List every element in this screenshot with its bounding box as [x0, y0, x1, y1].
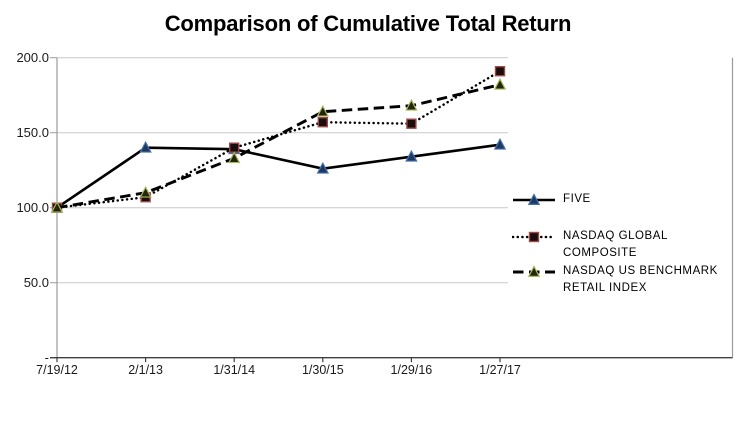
legend-sample-five-line-icon	[513, 193, 555, 205]
marker-square	[494, 65, 506, 77]
legend-label-nasdaq-global-composite: NASDAQ GLOBAL COMPOSITE	[563, 230, 668, 259]
y-tick-label: 100.0	[16, 200, 49, 215]
marker-square	[228, 142, 240, 153]
x-tick-label: 1/27/17	[479, 363, 521, 377]
legend-item-nasdaq-us-benchmark-retail: NASDAQ US BENCHMARK RETAIL INDEX	[512, 263, 735, 296]
legend-sample-nasdaq-global-composite-line-icon	[512, 231, 556, 243]
marker-triangle	[493, 77, 507, 90]
marker-square	[406, 118, 417, 129]
series-line	[56, 143, 501, 209]
legend-item-nasdaq-global-composite: NASDAQ GLOBAL COMPOSITE	[512, 228, 735, 261]
marker-triangle	[527, 265, 541, 277]
y-tick-label: 150.0	[16, 125, 49, 140]
series-line	[56, 83, 501, 210]
x-tick-label: 2/1/13	[128, 363, 163, 377]
legend: FIVE NASDAQ GLOBAL COMPOSITE NASDAQ US B…	[512, 0, 736, 435]
marker-triangle	[527, 193, 541, 205]
marker-triangle	[227, 151, 241, 164]
marker-triangle	[316, 161, 330, 174]
marker-triangle	[139, 140, 152, 153]
y-tick-label: -	[45, 350, 49, 365]
y-tick-label: 50.0	[24, 275, 49, 290]
x-tick-label: 7/19/12	[36, 363, 78, 377]
legend-label-nasdaq-us-benchmark-retail: NASDAQ US BENCHMARK RETAIL INDEX	[563, 265, 718, 294]
series-line	[55, 69, 502, 209]
marker-triangle	[50, 200, 64, 213]
x-tick-label: 1/29/16	[391, 363, 433, 377]
series-nasdaq-global-composite	[51, 65, 506, 213]
marker-triangle	[139, 185, 152, 198]
marker-triangle	[405, 149, 418, 162]
marker-triangle	[316, 104, 330, 117]
marker-triangle	[493, 137, 507, 150]
x-tick-label: 1/31/14	[213, 363, 255, 377]
chart-title: Comparison of Cumulative Total Return	[164, 11, 572, 36]
legend-item-five: FIVE	[512, 191, 735, 208]
series-nasdaq-us-benchmark-retail-index	[50, 77, 507, 213]
x-tick-label: 1/30/15	[302, 363, 344, 377]
legend-label-five: FIVE	[563, 193, 591, 205]
y-tick-label: 200.0	[16, 50, 49, 65]
marker-square	[317, 116, 328, 128]
legend-sample-nasdaq-us-benchmark-retail-line-icon	[513, 265, 555, 277]
series-five	[50, 137, 507, 213]
marker-square	[528, 231, 540, 243]
marker-triangle	[405, 98, 418, 111]
